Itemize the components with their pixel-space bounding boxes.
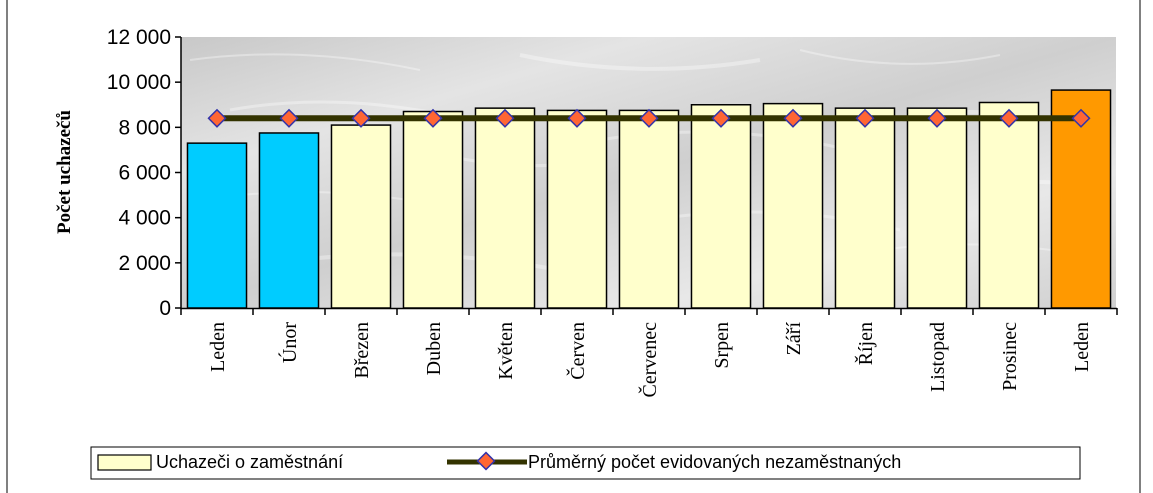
bar xyxy=(762,102,824,309)
bar xyxy=(474,107,536,309)
average-marker xyxy=(927,108,947,128)
bar xyxy=(978,101,1040,309)
y-tick-label: 6 000 xyxy=(118,162,171,185)
legend-box xyxy=(90,446,1081,480)
average-marker xyxy=(279,108,299,128)
bar xyxy=(186,142,248,309)
y-tick-label: 10 000 xyxy=(107,71,171,94)
texture-stroke xyxy=(799,49,1001,65)
legend-label-bars: Uchazeči o zaměstnání xyxy=(156,452,343,472)
x-tick-label: Říjen xyxy=(854,322,877,365)
average-line xyxy=(207,108,1091,128)
average-marker xyxy=(567,108,587,128)
y-tick-label: 4 000 xyxy=(118,207,171,230)
bar xyxy=(546,109,608,309)
average-marker xyxy=(783,108,803,128)
x-axis: Leden Únor Březen Duben Květen Červen Červenec… xyxy=(180,308,1118,398)
texture-stroke xyxy=(189,53,421,71)
x-tick-label: Červen xyxy=(565,322,589,380)
legend-label-line: Průměrný počet evidovaných nezaměstnanýc… xyxy=(528,452,901,472)
x-tick-label: Květen xyxy=(495,322,517,380)
legend-swatch-marker xyxy=(476,451,496,471)
average-marker xyxy=(639,108,659,128)
bar xyxy=(258,132,320,309)
x-tick-label: Srpen xyxy=(711,322,733,369)
bar xyxy=(402,110,464,309)
y-tick-label: 2 000 xyxy=(118,252,171,275)
average-marker xyxy=(999,108,1019,128)
x-tick-label: Březen xyxy=(351,322,373,379)
x-tick-label: Září xyxy=(783,322,805,356)
y-tick-label: 8 000 xyxy=(118,116,171,139)
x-tick-label: Leden xyxy=(1071,322,1093,372)
y-tick-label: 0 xyxy=(159,297,171,320)
bar xyxy=(690,104,752,309)
bar xyxy=(906,107,968,309)
average-marker xyxy=(207,108,227,128)
x-tick-label: Únor xyxy=(277,322,301,363)
x-tick-label: Listopad xyxy=(927,322,949,392)
average-marker xyxy=(351,108,371,128)
legend-swatch-bars xyxy=(97,454,152,471)
bar xyxy=(834,107,896,309)
average-marker xyxy=(423,108,443,128)
y-axis: 0 2 000 4 000 6 000 8 000 10 000 12 000 xyxy=(107,26,181,320)
average-marker xyxy=(1071,108,1091,128)
bars xyxy=(186,89,1112,309)
bar xyxy=(618,109,680,309)
average-marker xyxy=(495,108,515,128)
legend: Uchazeči o zaměstnání Průměrný počet evi… xyxy=(90,446,1081,480)
x-tick-label: Leden xyxy=(207,322,229,372)
average-marker xyxy=(711,108,731,128)
average-marker xyxy=(855,108,875,128)
y-tick-label: 12 000 xyxy=(107,26,171,49)
x-tick-label: Červenec xyxy=(637,322,661,398)
texture-stroke xyxy=(519,53,761,71)
x-tick-label: Prosinec xyxy=(999,322,1021,391)
bar xyxy=(330,124,392,309)
x-tick-label: Duben xyxy=(423,322,445,375)
y-axis-title: Počet uchazečů xyxy=(54,110,75,234)
